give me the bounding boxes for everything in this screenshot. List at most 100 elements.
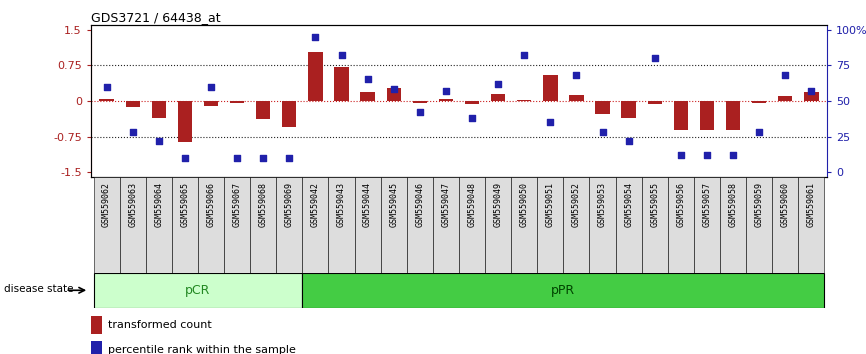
Bar: [752, 101, 766, 103]
Point: [126, 130, 139, 135]
Text: transformed count: transformed count: [108, 320, 212, 330]
Point: [517, 52, 531, 58]
Point: [230, 155, 244, 161]
Point: [204, 84, 218, 90]
Bar: [250, 177, 276, 273]
Bar: [674, 101, 688, 130]
Bar: [590, 177, 616, 273]
Bar: [276, 177, 302, 273]
Bar: [465, 101, 479, 104]
Bar: [543, 75, 558, 101]
Bar: [171, 177, 198, 273]
Bar: [564, 177, 590, 273]
Point: [596, 130, 610, 135]
Text: GSM559067: GSM559067: [233, 182, 242, 227]
Bar: [433, 177, 459, 273]
Bar: [152, 101, 166, 118]
Text: GSM559059: GSM559059: [754, 182, 764, 227]
Bar: [772, 177, 798, 273]
Text: GSM559064: GSM559064: [154, 182, 164, 227]
Point: [439, 88, 453, 94]
Point: [648, 55, 662, 61]
Text: GSM559050: GSM559050: [520, 182, 529, 227]
Point: [308, 34, 322, 40]
Bar: [120, 177, 145, 273]
Bar: [805, 92, 818, 101]
Bar: [198, 177, 224, 273]
Bar: [726, 101, 740, 130]
Text: GSM559042: GSM559042: [311, 182, 320, 227]
Point: [334, 52, 348, 58]
Text: GSM559066: GSM559066: [206, 182, 216, 227]
Text: GSM559069: GSM559069: [285, 182, 294, 227]
Text: GSM559057: GSM559057: [702, 182, 712, 227]
Point: [178, 155, 192, 161]
Point: [700, 152, 714, 158]
Bar: [334, 67, 349, 101]
Point: [413, 109, 427, 115]
Bar: [412, 101, 427, 103]
Bar: [91, 316, 102, 334]
Point: [152, 138, 165, 144]
Bar: [485, 177, 511, 273]
Bar: [407, 177, 433, 273]
Point: [387, 87, 401, 92]
Text: GSM559044: GSM559044: [363, 182, 372, 227]
Bar: [668, 177, 694, 273]
Bar: [517, 100, 532, 101]
Bar: [386, 87, 401, 101]
Bar: [798, 177, 824, 273]
Bar: [91, 341, 102, 354]
Bar: [94, 273, 302, 308]
Bar: [256, 101, 270, 119]
Bar: [746, 177, 772, 273]
Text: GSM559049: GSM559049: [494, 182, 502, 227]
Bar: [178, 101, 192, 142]
Text: GSM559053: GSM559053: [598, 182, 607, 227]
Bar: [511, 177, 537, 273]
Text: GSM559045: GSM559045: [389, 182, 398, 227]
Point: [805, 88, 818, 94]
Bar: [360, 92, 375, 101]
Point: [543, 119, 557, 125]
Bar: [308, 52, 323, 101]
Point: [622, 138, 636, 144]
Bar: [126, 101, 140, 107]
Point: [779, 72, 792, 78]
Text: pPR: pPR: [552, 284, 575, 297]
Bar: [224, 177, 250, 273]
Text: disease state: disease state: [4, 284, 74, 293]
Bar: [381, 177, 407, 273]
Bar: [537, 177, 564, 273]
Bar: [439, 99, 453, 101]
Bar: [642, 177, 668, 273]
Point: [726, 152, 740, 158]
Text: pCR: pCR: [185, 284, 210, 297]
Text: GSM559061: GSM559061: [807, 182, 816, 227]
Point: [465, 115, 479, 121]
Text: GSM559055: GSM559055: [650, 182, 659, 227]
Point: [491, 81, 505, 87]
Text: GSM559062: GSM559062: [102, 182, 111, 227]
Text: GSM559048: GSM559048: [468, 182, 476, 227]
Bar: [569, 95, 584, 101]
Bar: [328, 177, 354, 273]
Point: [100, 84, 113, 90]
Point: [753, 130, 766, 135]
Text: GSM559054: GSM559054: [624, 182, 633, 227]
Bar: [595, 101, 610, 114]
Text: GSM559056: GSM559056: [676, 182, 685, 227]
Bar: [354, 177, 381, 273]
Bar: [648, 101, 662, 104]
Bar: [282, 101, 296, 127]
Text: GSM559065: GSM559065: [180, 182, 190, 227]
Text: GSM559052: GSM559052: [572, 182, 581, 227]
Bar: [694, 177, 720, 273]
Text: GSM559068: GSM559068: [259, 182, 268, 227]
Point: [570, 72, 584, 78]
Bar: [204, 101, 218, 105]
Bar: [700, 101, 714, 130]
Bar: [302, 273, 824, 308]
Bar: [459, 177, 485, 273]
Bar: [491, 94, 506, 101]
